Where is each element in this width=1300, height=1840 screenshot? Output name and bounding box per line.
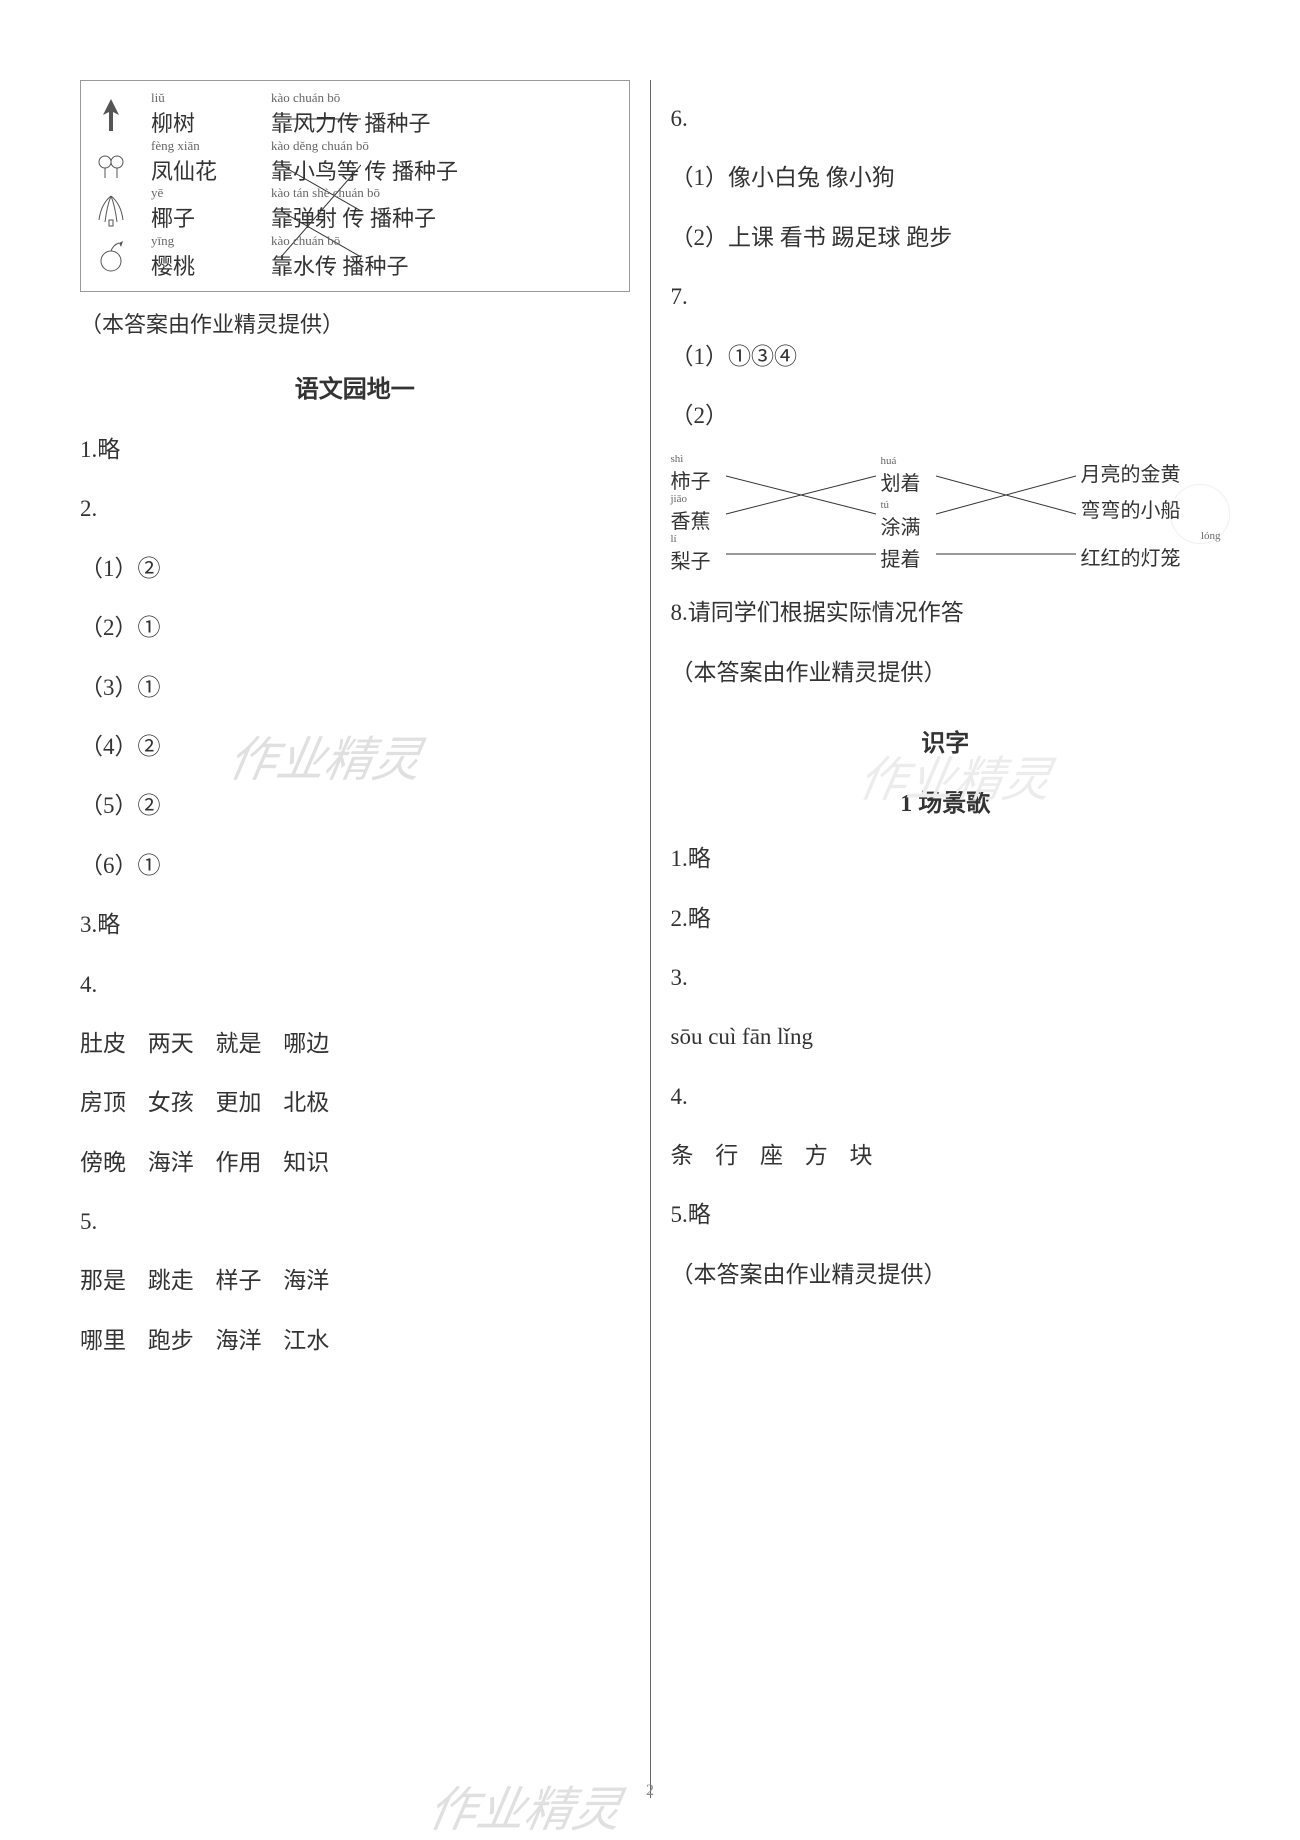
- s2-answer-4-words: 条 行 座 方 块: [671, 1135, 1221, 1176]
- s2-answer-5: 5.略: [671, 1194, 1221, 1235]
- page-number: 2: [646, 1782, 654, 1800]
- s2-answer-3: 3.: [671, 957, 1221, 998]
- section-title-1: 语文园地一: [80, 369, 630, 404]
- answer-source-note-2: （本答案由作业精灵提供）: [671, 652, 1221, 693]
- diagram2-lines-1: [726, 454, 876, 574]
- answer-7-2: （2）: [671, 395, 1221, 436]
- answer-8: 8.请同学们根据实际情况作答: [671, 592, 1221, 633]
- matching-diagram-1: liǔ柳树 fèng xiān凤仙花 yē椰子 yīng樱桃 kào chuán…: [80, 80, 630, 292]
- answer-5-row2: 哪里 跑步 海洋 江水: [80, 1320, 630, 1361]
- answer-6-2: （2）上课 看书 踢足球 跑步: [671, 217, 1221, 258]
- diagram1-right-1: kào děng chuán bō靠小鸟等 传 播种子: [271, 139, 619, 186]
- answer-2-2: （2）①: [80, 607, 630, 648]
- diagram1-left-0: liǔ柳树: [151, 91, 271, 138]
- diagram1-right-labels: kào chuán bō靠风力传 播种子 kào děng chuán bō靠小…: [271, 91, 619, 281]
- answer-2-5: （5）②: [80, 785, 630, 826]
- answer-6: 6.: [671, 98, 1221, 139]
- diagram1-right-0: kào chuán bō靠风力传 播种子: [271, 91, 619, 138]
- section-subtitle-2: 1 场景歌: [671, 783, 1221, 818]
- left-column: liǔ柳树 fèng xiān凤仙花 yē椰子 yīng樱桃 kào chuán…: [60, 80, 651, 1798]
- s2-answer-2: 2.略: [671, 898, 1221, 939]
- answer-source-note-1: （本答案由作业精灵提供）: [80, 307, 630, 339]
- diagram1-left-3: yīng樱桃: [151, 234, 271, 281]
- diagram1-left-1: fèng xiān凤仙花: [151, 139, 271, 186]
- matching-diagram-2: shì柿子 jiāo香蕉 lí梨子 huá划着 tú涂满 提着 月亮的金黄: [671, 454, 1221, 574]
- answer-4-row3: 傍晚 海洋 作用 知识: [80, 1142, 630, 1183]
- answer-4-row1: 肚皮 两天 就是 哪边: [80, 1023, 630, 1064]
- answer-4-row2: 房顶 女孩 更加 北极: [80, 1082, 630, 1123]
- section-title-2: 识字: [671, 723, 1221, 758]
- diagram1-left-labels: liǔ柳树 fèng xiān凤仙花 yē椰子 yīng樱桃: [151, 91, 271, 281]
- right-column: 6. （1）像小白兔 像小狗 （2）上课 看书 踢足球 跑步 7. （1）①③④…: [651, 80, 1241, 1798]
- s2-answer-4: 4.: [671, 1076, 1221, 1117]
- answer-7-1: （1）①③④: [671, 336, 1221, 377]
- diagram1-right-3: kào chuán bō靠水传 播种子: [271, 234, 619, 281]
- diagram1-icons: [91, 91, 151, 281]
- willow-icon: [91, 190, 131, 230]
- answer-2-1: （1）②: [80, 548, 630, 589]
- answer-5-row1: 那是 跳走 样子 海洋: [80, 1260, 630, 1301]
- stamp-icon: [1170, 484, 1230, 544]
- flower-icon: [91, 142, 131, 182]
- s2-answer-3-pinyin: sōu cuì fān lǐng: [671, 1016, 1221, 1057]
- answer-7: 7.: [671, 276, 1221, 317]
- answer-5: 5.: [80, 1201, 630, 1242]
- diagram2-lines-2: [936, 454, 1076, 574]
- answer-2-4: （4）②: [80, 726, 630, 767]
- answer-2-3: （3）①: [80, 667, 630, 708]
- tree-icon: [91, 95, 131, 135]
- d2-c3-0: 月亮的金黄: [1081, 458, 1221, 487]
- page-container: liǔ柳树 fèng xiān凤仙花 yē椰子 yīng樱桃 kào chuán…: [0, 0, 1300, 1838]
- answer-1: 1.略: [80, 429, 630, 470]
- answer-3: 3.略: [80, 904, 630, 945]
- diagram1-left-2: yē椰子: [151, 186, 271, 233]
- diagram1-right-2: kào tán shè chuán bō靠弹射 传 播种子: [271, 186, 619, 233]
- answer-4: 4.: [80, 964, 630, 1005]
- answer-6-1: （1）像小白兔 像小狗: [671, 157, 1221, 198]
- s2-answer-1: 1.略: [671, 838, 1221, 879]
- answer-source-note-3: （本答案由作业精灵提供）: [671, 1254, 1221, 1295]
- cherry-icon: [91, 237, 131, 277]
- answer-2: 2.: [80, 488, 630, 529]
- answer-2-6: （6）①: [80, 845, 630, 886]
